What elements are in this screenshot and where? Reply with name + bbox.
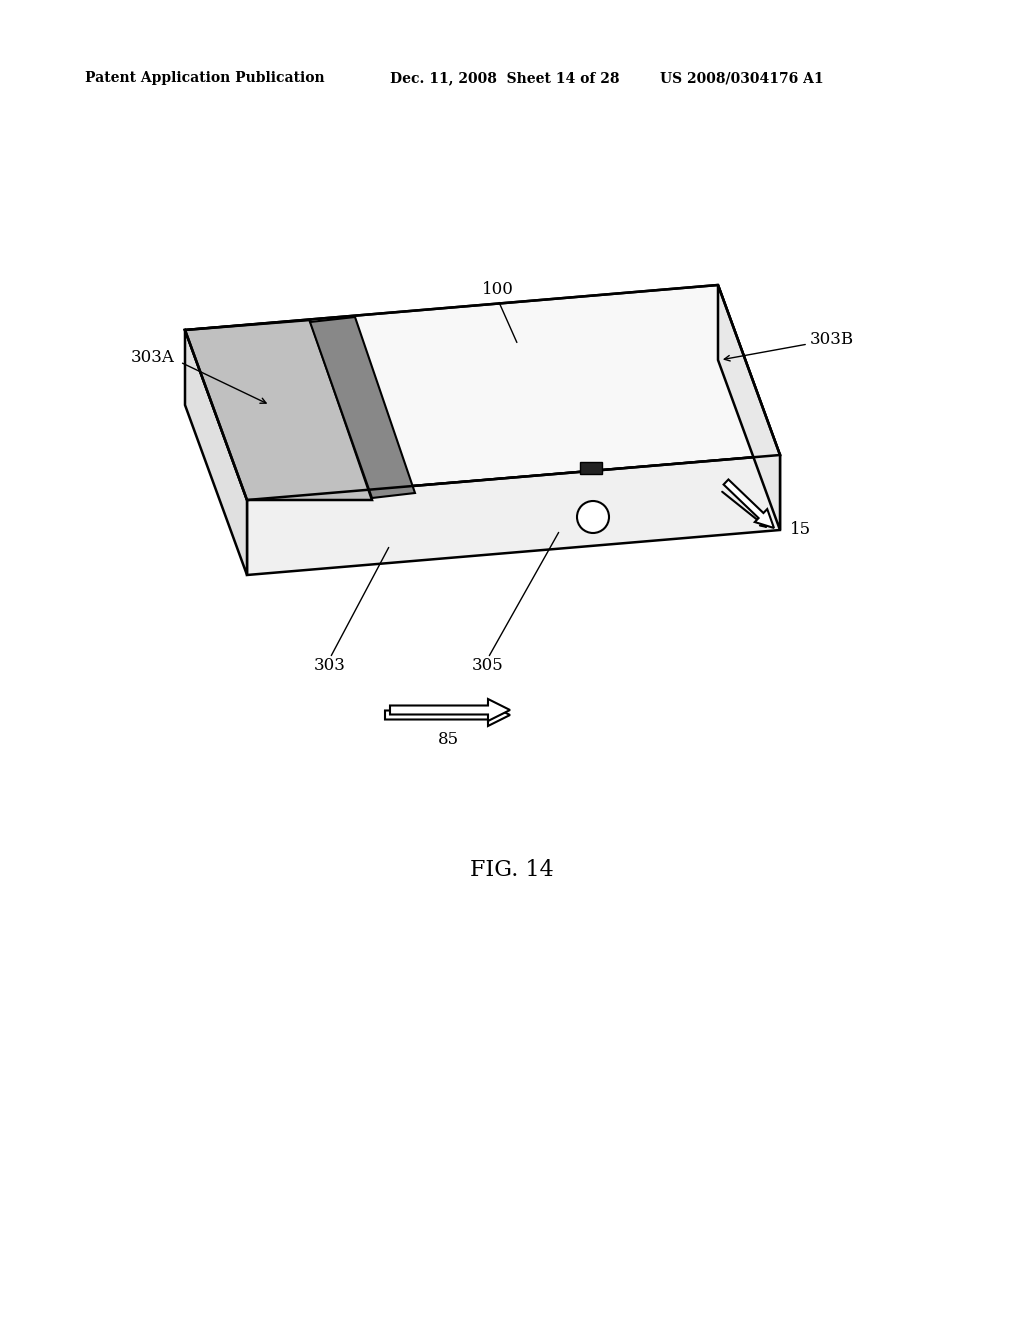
Text: 100: 100 <box>482 281 514 298</box>
Polygon shape <box>390 700 510 721</box>
Polygon shape <box>385 704 510 726</box>
Text: 15: 15 <box>790 521 811 539</box>
Text: 303B: 303B <box>810 331 854 348</box>
Text: Dec. 11, 2008  Sheet 14 of 28: Dec. 11, 2008 Sheet 14 of 28 <box>390 71 620 84</box>
Polygon shape <box>185 319 372 500</box>
Text: Patent Application Publication: Patent Application Publication <box>85 71 325 84</box>
Polygon shape <box>185 330 247 576</box>
Text: US 2008/0304176 A1: US 2008/0304176 A1 <box>660 71 823 84</box>
Circle shape <box>577 502 609 533</box>
Polygon shape <box>310 317 415 498</box>
Text: 303A: 303A <box>131 350 175 367</box>
Polygon shape <box>718 285 780 531</box>
Bar <box>580 462 602 474</box>
Polygon shape <box>724 479 774 528</box>
Text: 303: 303 <box>314 656 346 673</box>
Text: 85: 85 <box>437 731 459 748</box>
Polygon shape <box>185 285 780 500</box>
Polygon shape <box>247 455 780 576</box>
Text: 305: 305 <box>472 656 504 673</box>
Text: FIG. 14: FIG. 14 <box>470 859 554 880</box>
